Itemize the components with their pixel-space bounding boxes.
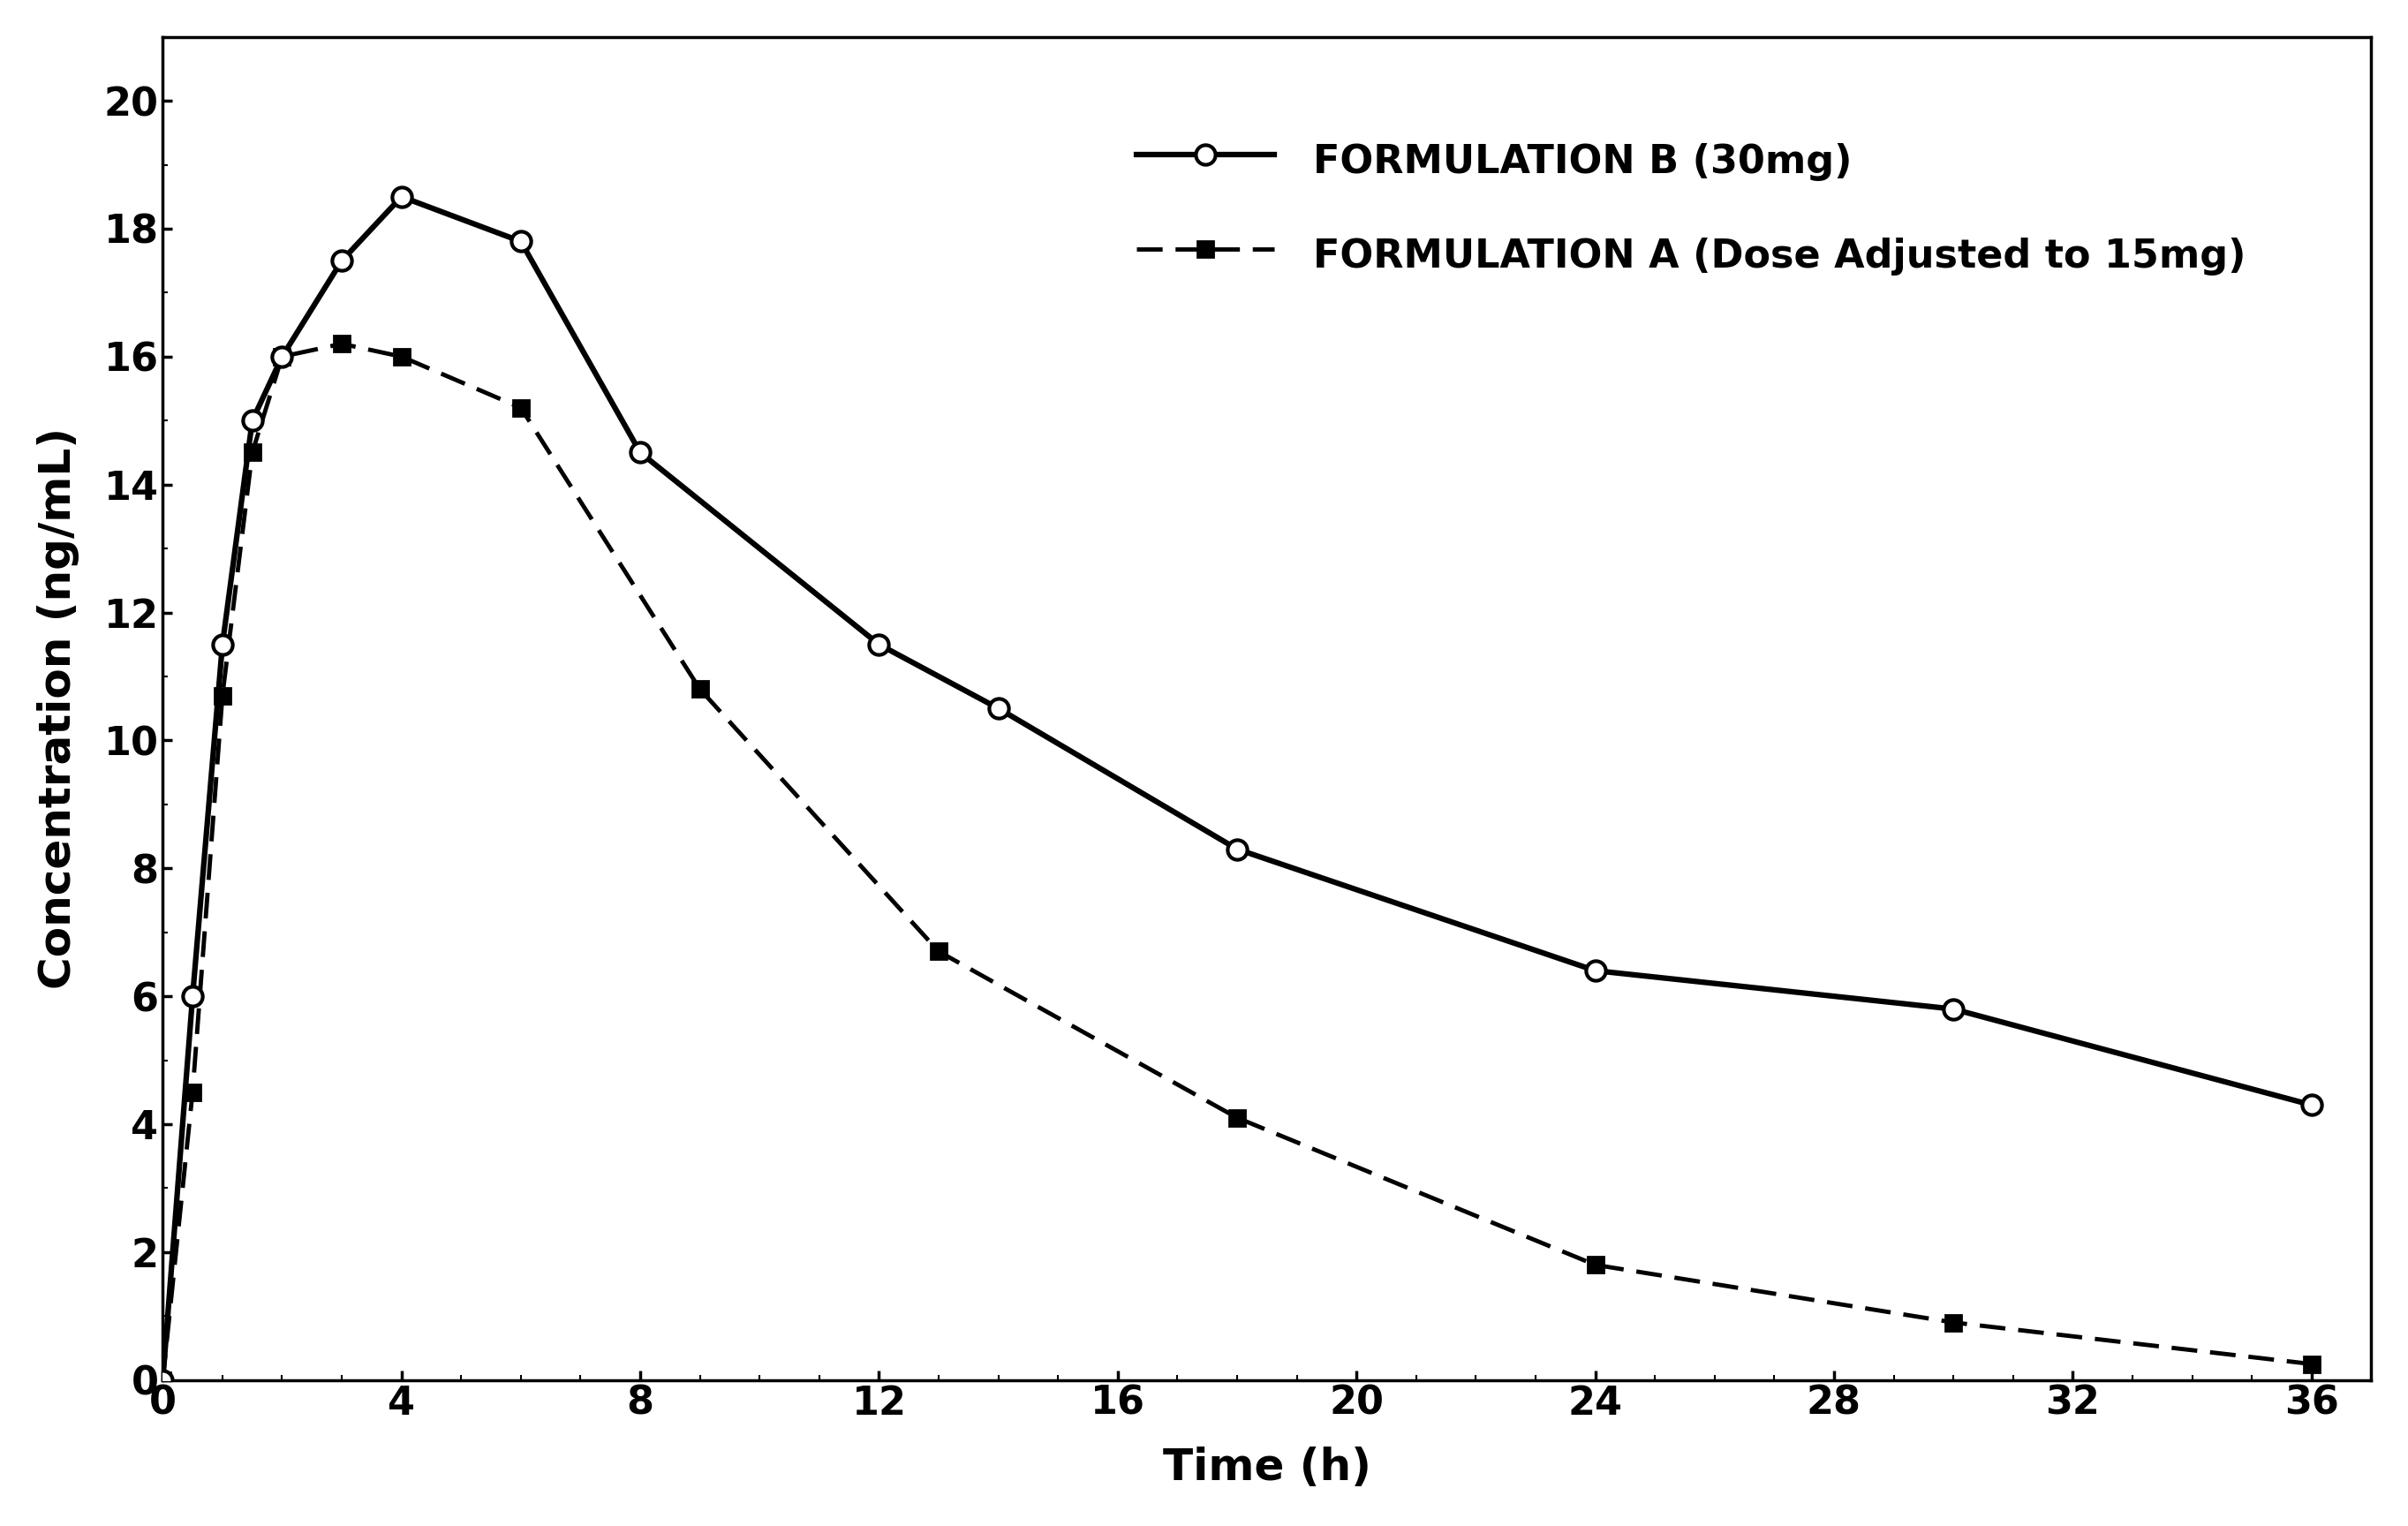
Line: FORMULATION A (Dose Adjusted to 15mg): FORMULATION A (Dose Adjusted to 15mg) bbox=[154, 336, 2319, 1389]
FORMULATION B (30mg) bbox=[1938, 1000, 1967, 1018]
FORMULATION A (Dose Adjusted to 15mg) bbox=[925, 943, 954, 961]
FORMULATION B (30mg) bbox=[327, 252, 356, 270]
FORMULATION A (Dose Adjusted to 15mg) bbox=[1223, 1108, 1252, 1126]
FORMULATION B (30mg) bbox=[388, 188, 417, 206]
FORMULATION A (Dose Adjusted to 15mg) bbox=[1938, 1314, 1967, 1332]
FORMULATION A (Dose Adjusted to 15mg) bbox=[178, 1083, 207, 1102]
FORMULATION B (30mg) bbox=[267, 348, 296, 366]
FORMULATION A (Dose Adjusted to 15mg) bbox=[207, 687, 236, 705]
FORMULATION A (Dose Adjusted to 15mg) bbox=[327, 334, 356, 353]
FORMULATION B (30mg) bbox=[178, 987, 207, 1006]
FORMULATION B (30mg) bbox=[864, 635, 893, 653]
FORMULATION B (30mg) bbox=[506, 232, 535, 250]
FORMULATION A (Dose Adjusted to 15mg) bbox=[686, 681, 715, 699]
FORMULATION B (30mg) bbox=[626, 444, 655, 462]
FORMULATION A (Dose Adjusted to 15mg) bbox=[149, 1370, 178, 1389]
FORMULATION A (Dose Adjusted to 15mg) bbox=[238, 444, 267, 462]
FORMULATION B (30mg) bbox=[2297, 1096, 2326, 1114]
FORMULATION A (Dose Adjusted to 15mg) bbox=[506, 398, 535, 417]
FORMULATION A (Dose Adjusted to 15mg) bbox=[1580, 1256, 1609, 1274]
Y-axis label: Concentration (ng/mL): Concentration (ng/mL) bbox=[36, 427, 79, 989]
FORMULATION B (30mg) bbox=[985, 699, 1014, 717]
FORMULATION B (30mg) bbox=[207, 635, 236, 653]
FORMULATION A (Dose Adjusted to 15mg) bbox=[388, 348, 417, 366]
FORMULATION B (30mg) bbox=[149, 1370, 178, 1389]
FORMULATION B (30mg) bbox=[238, 412, 267, 430]
Legend: FORMULATION B (30mg), FORMULATION A (Dose Adjusted to 15mg): FORMULATION B (30mg), FORMULATION A (Dos… bbox=[1098, 96, 2285, 317]
FORMULATION B (30mg) bbox=[1580, 961, 1609, 980]
Line: FORMULATION B (30mg): FORMULATION B (30mg) bbox=[154, 186, 2321, 1390]
FORMULATION A (Dose Adjusted to 15mg) bbox=[2297, 1355, 2326, 1373]
X-axis label: Time (h): Time (h) bbox=[1163, 1447, 1370, 1489]
FORMULATION A (Dose Adjusted to 15mg) bbox=[267, 348, 296, 366]
FORMULATION B (30mg) bbox=[1223, 839, 1252, 858]
